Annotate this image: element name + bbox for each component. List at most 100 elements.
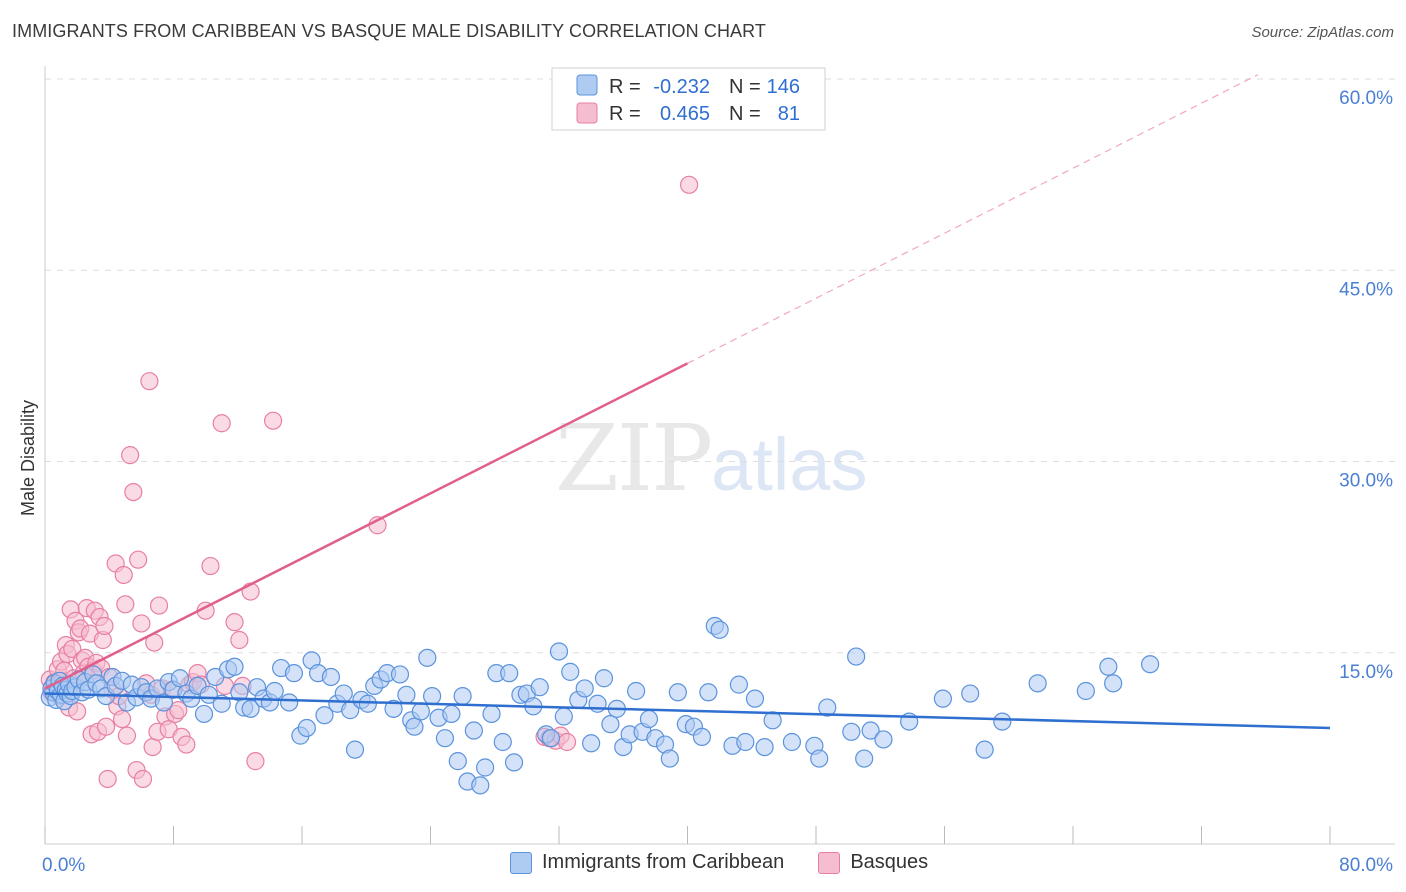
caribbean-point (448, 752, 467, 771)
caribbean-point (810, 749, 829, 768)
caribbean-point (315, 706, 334, 725)
caribbean-point (874, 730, 893, 749)
y-tick-labels: 15.0% 30.0% 45.0% 60.0% (1339, 88, 1393, 683)
y-axis-label: Male Disability (18, 400, 38, 516)
bottom-legend-basque: Basques (818, 851, 928, 874)
caribbean-point (710, 620, 729, 639)
caribbean-point (423, 686, 442, 706)
y-tick-label: 60.0% (1339, 88, 1393, 109)
caribbean-point (561, 662, 580, 681)
caribbean-point (334, 684, 353, 703)
basque-point (96, 717, 116, 736)
caribbean-point (358, 694, 377, 713)
basque-point (140, 372, 159, 391)
caribbean-point (975, 740, 994, 759)
caribbean-point (639, 709, 659, 729)
legend-n-label-1: N = (729, 76, 761, 98)
basque-swatch (818, 851, 841, 874)
caribbean-point (464, 721, 483, 740)
caribbean-point (453, 686, 472, 706)
caribbean-point (442, 704, 461, 724)
caribbean-point (225, 657, 244, 676)
legend-r-label-2: R = (609, 103, 641, 125)
caribbean-point (541, 729, 561, 748)
legend-n-label-2: N = (729, 103, 761, 125)
caribbean-point (241, 699, 260, 718)
legend-n-value-2: 81 (778, 103, 800, 125)
caribbean-point (933, 689, 952, 708)
caribbean-point (297, 718, 316, 738)
basque-point (132, 614, 151, 633)
caribbean-point (961, 684, 980, 703)
caribbean-point (699, 683, 718, 702)
caribbean-trend-line (44, 692, 1331, 730)
watermark-zip: ZIP (555, 405, 713, 512)
y-tick-label: 30.0% (1339, 471, 1393, 492)
caribbean-point (504, 753, 524, 772)
basque-point (230, 630, 249, 650)
caribbean-point (554, 707, 573, 726)
gridlines (45, 78, 1395, 654)
caribbean-point (411, 702, 430, 721)
caribbean-point (847, 647, 866, 666)
caribbean-point (493, 732, 512, 752)
basque-point (263, 411, 283, 430)
caribbean-point (170, 669, 190, 688)
caribbean-point (993, 712, 1012, 731)
x-tick-label: 80.0% (1339, 855, 1393, 876)
axes (44, 66, 1395, 845)
bottom-legend: Immigrants from Caribbean Basques (510, 851, 962, 874)
caribbean-point (626, 681, 646, 701)
correlation-legend: R = -0.232 N = 146 R = 0.465 N = 81 (551, 67, 826, 131)
caribbean-point (668, 683, 687, 702)
caribbean-point (280, 693, 299, 712)
basque-point (149, 596, 169, 615)
caribbean-point (194, 704, 214, 724)
legend-swatch-basque (576, 102, 598, 124)
caribbean-point (284, 664, 304, 683)
caribbean-point (321, 667, 341, 687)
caribbean-legend-label: Immigrants from Caribbean (542, 851, 785, 873)
caribbean-point (471, 776, 490, 795)
basque-point (177, 735, 196, 754)
watermark-atlas: atlas (711, 423, 868, 506)
basque-point (557, 732, 577, 752)
basque-trend-line (44, 362, 689, 690)
basque-point (169, 701, 188, 720)
legend-r-label-1: R = (609, 76, 641, 98)
x-tick-labels: 0.0% 80.0% (42, 855, 1393, 876)
caribbean-point (582, 734, 601, 753)
legend-n-value-1: 146 (767, 76, 800, 98)
caribbean-point (405, 717, 424, 736)
caribbean-point (154, 693, 173, 712)
caribbean-point (842, 722, 861, 741)
caribbean-point (500, 664, 519, 683)
caribbean-point (265, 681, 284, 701)
basque-point (225, 613, 244, 632)
caribbean-point (861, 721, 880, 740)
basque-point (680, 175, 699, 194)
caribbean-point (1028, 674, 1047, 693)
caribbean-point (745, 689, 765, 708)
x-tick-label: 0.0% (42, 855, 85, 876)
legend-swatch-caribbean (576, 74, 598, 96)
basque-point (98, 769, 117, 789)
caribbean-point (1076, 681, 1095, 701)
caribbean-swatch (510, 851, 532, 874)
caribbean-point (729, 675, 749, 694)
caribbean-point (660, 749, 679, 768)
caribbean-point (692, 727, 712, 747)
basque-trend-extension (687, 74, 1259, 364)
caribbean-point (1099, 657, 1118, 676)
caribbean-point (736, 732, 755, 752)
basque-point (201, 556, 220, 576)
caribbean-point (418, 648, 437, 667)
caribbean-point (435, 729, 455, 748)
basque-point (116, 595, 135, 614)
basque-point (143, 737, 162, 757)
basque-point (95, 616, 114, 636)
basque-point (133, 769, 153, 789)
caribbean-point (601, 715, 620, 734)
basque-point (68, 702, 87, 721)
